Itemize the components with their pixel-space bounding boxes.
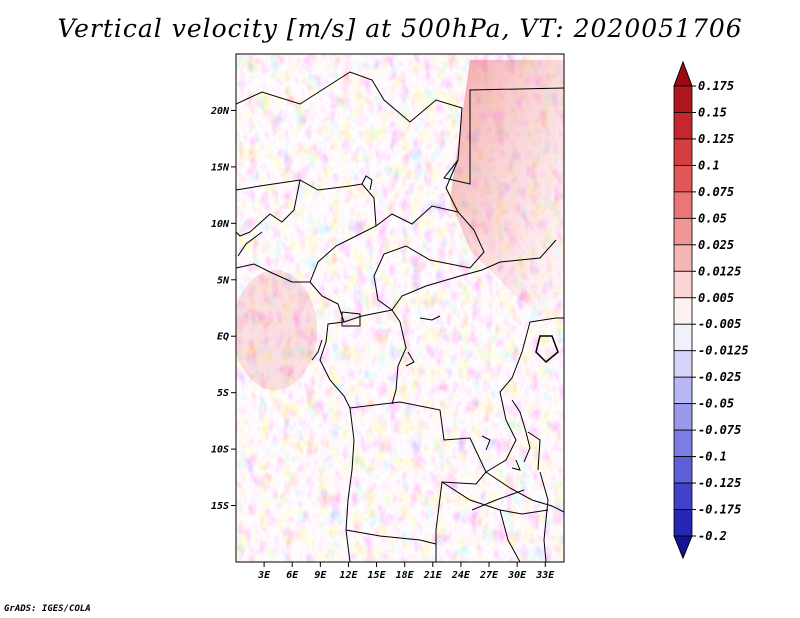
colorbar-label: 0.075 xyxy=(698,185,734,199)
colorbar-swatch xyxy=(673,165,693,193)
velocity-field xyxy=(236,54,564,562)
colorbar-swatch xyxy=(673,376,693,405)
lon-tick-label: 27E xyxy=(479,570,499,581)
lon-tick-label: 33E xyxy=(535,570,555,581)
lon-tick-label: 9E xyxy=(314,570,327,581)
colorbar-label: 0.005 xyxy=(698,291,734,305)
lat-tick-label: 5S xyxy=(217,388,229,399)
map-frame xyxy=(235,53,565,563)
lon-tick-label: 24E xyxy=(451,570,471,581)
colorbar-top-arrow xyxy=(673,60,693,87)
lon-tick-label: 6E xyxy=(286,570,299,581)
colorbar-label: 0.1 xyxy=(698,158,720,172)
lat-tick-label: 5N xyxy=(217,275,230,286)
colorbar-label: -0.025 xyxy=(698,370,741,384)
colorbar-label: -0.005 xyxy=(698,317,741,331)
colorbar-swatch xyxy=(673,323,693,352)
colorbar-label: 0.0125 xyxy=(698,264,741,278)
colorbar-swatch xyxy=(673,509,693,537)
colorbar-swatch xyxy=(673,297,693,325)
colorbar-swatch xyxy=(673,429,693,457)
axis-ticks: 3E 6E 9E 12E 15E 18E 21E 24E 27E 30E 33E 20N 15N 10N 5… xyxy=(210,106,555,581)
lat-tick-label: 15S xyxy=(211,501,229,512)
colorbar-swatch xyxy=(673,138,693,166)
colorbar-swatch xyxy=(673,85,693,113)
colorbar-swatch xyxy=(673,482,693,510)
colorbar-swatch xyxy=(673,456,693,484)
lat-tick-label: 15N xyxy=(211,162,230,173)
colorbar-swatch xyxy=(673,244,693,272)
lat-tick-label: 10N xyxy=(211,219,230,230)
colorbar-bottom-arrow xyxy=(673,535,693,560)
lon-tick-label: 30E xyxy=(507,570,527,581)
colorbar-label: -0.175 xyxy=(698,503,741,517)
lat-tick-label: 20N xyxy=(210,106,230,117)
lat-tick-label: 10S xyxy=(211,445,229,456)
lon-tick-label: 3E xyxy=(257,570,271,581)
colorbar-label: -0.0125 xyxy=(698,344,749,358)
colorbar-label: -0.05 xyxy=(698,397,734,411)
colorbar-swatch xyxy=(673,270,693,299)
colorbar-label: -0.075 xyxy=(698,423,741,437)
credit-label: GrADS: IGES/COLA xyxy=(4,604,91,614)
colorbar-label: 0.15 xyxy=(698,105,727,119)
colorbar-label: 0.025 xyxy=(698,238,734,252)
map-title: Vertical velocity [m/s] at 500hPa, VT: 2… xyxy=(57,14,743,43)
colorbar-label: -0.1 xyxy=(698,450,727,464)
colorbar-swatch xyxy=(673,350,693,378)
colorbar-label: 0.175 xyxy=(698,79,734,93)
colorbar-label: 0.125 xyxy=(698,132,734,146)
colorbar-swatch xyxy=(673,112,693,140)
colorbar-label: -0.2 xyxy=(698,529,727,543)
lon-tick-label: 12E xyxy=(339,570,358,581)
colorbar-label: -0.125 xyxy=(698,476,741,490)
colorbar-swatch xyxy=(673,403,693,431)
country-borders xyxy=(236,71,564,562)
colorbar-swatch xyxy=(673,217,693,246)
lon-tick-label: 21E xyxy=(423,570,443,581)
colorbar: 0.175 0.15 0.125 0.1 0.075 0.05 0.025 0.0125 0.0… xyxy=(673,60,749,560)
lon-tick-label: 18E xyxy=(396,570,415,581)
lon-tick-label: 15E xyxy=(368,570,387,581)
colorbar-label: 0.05 xyxy=(698,211,727,225)
lat-tick-label: EQ xyxy=(217,332,229,343)
colorbar-swatch xyxy=(673,191,693,219)
